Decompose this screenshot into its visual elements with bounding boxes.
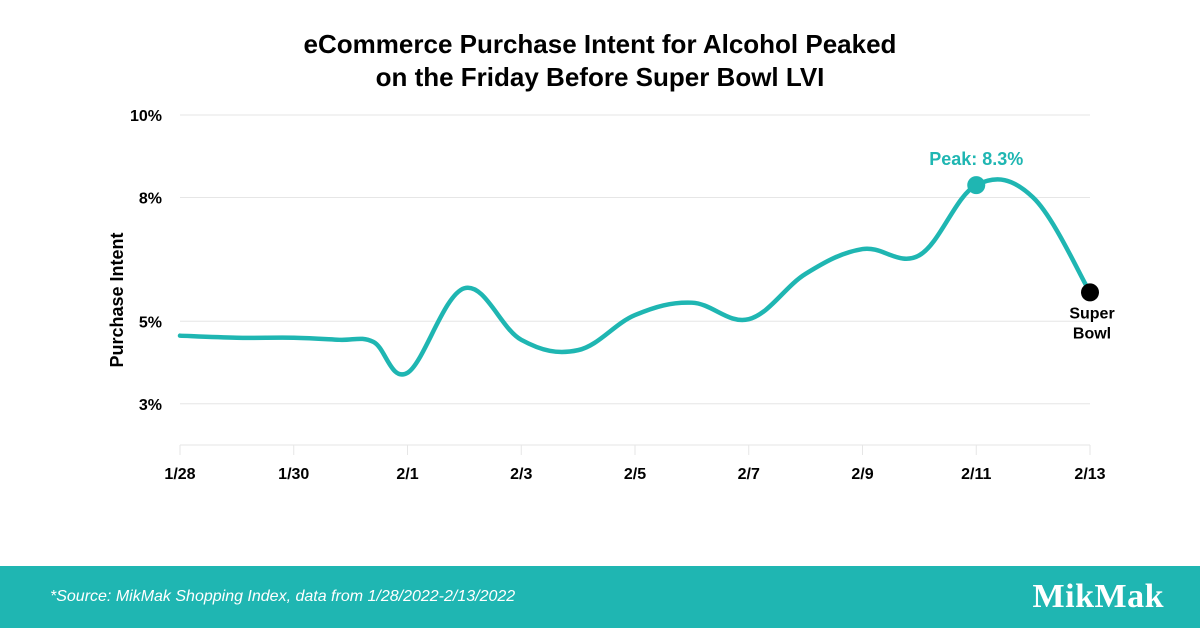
end-marker (1081, 283, 1099, 301)
line-chart-svg: 3%5%8%10%1/281/302/12/32/52/72/92/112/13… (100, 100, 1100, 500)
end-label-line2: Bowl (1073, 325, 1111, 342)
y-tick-label: 10% (130, 108, 162, 125)
y-tick-label: 5% (139, 314, 162, 331)
x-tick-label: 2/9 (851, 466, 873, 483)
x-tick-label: 2/7 (738, 466, 760, 483)
title-line-1: eCommerce Purchase Intent for Alcohol Pe… (304, 29, 897, 59)
end-label-line1: Super (1069, 305, 1114, 322)
x-tick-label: 2/13 (1074, 466, 1105, 483)
y-tick-label: 8% (139, 191, 162, 208)
chart-title: eCommerce Purchase Intent for Alcohol Pe… (0, 28, 1200, 93)
title-line-2: on the Friday Before Super Bowl LVI (376, 62, 825, 92)
x-tick-label: 2/11 (961, 466, 991, 483)
peak-label: Peak: 8.3% (929, 149, 1023, 169)
x-tick-label: 1/28 (164, 466, 195, 483)
series-line (180, 179, 1090, 374)
x-tick-label: 2/5 (624, 466, 646, 483)
brand-logo: MikMak (1033, 578, 1164, 616)
x-tick-label: 2/3 (510, 466, 532, 483)
source-text: *Source: MikMak Shopping Index, data fro… (50, 588, 515, 606)
y-tick-label: 3% (139, 397, 162, 414)
peak-marker (967, 176, 985, 194)
x-tick-label: 2/1 (396, 466, 418, 483)
chart-area: Purchase Intent 3%5%8%10%1/281/302/12/32… (100, 100, 1100, 500)
footer-bar: *Source: MikMak Shopping Index, data fro… (0, 566, 1200, 628)
x-tick-label: 1/30 (278, 466, 309, 483)
